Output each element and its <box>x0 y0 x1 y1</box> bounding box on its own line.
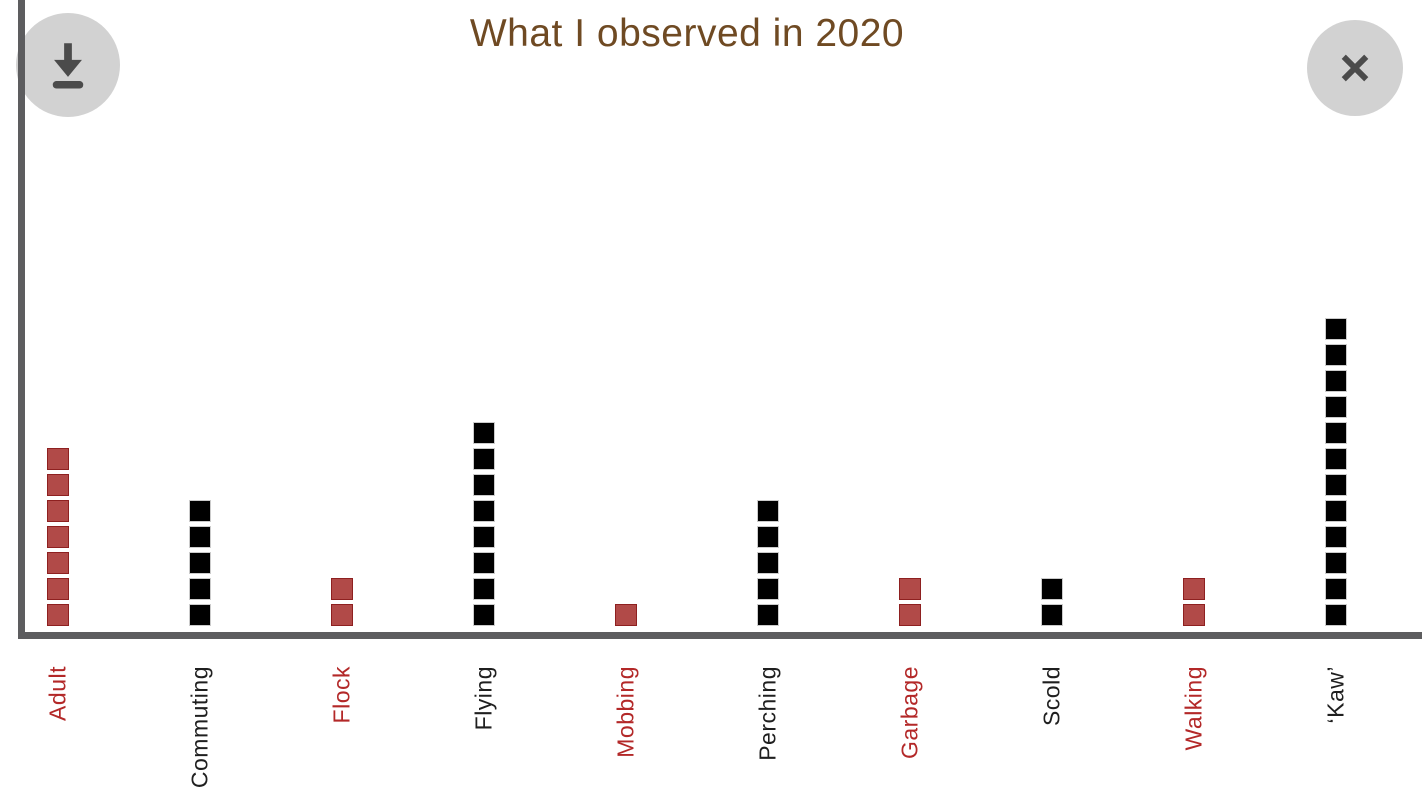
unit-square-perching <box>756 552 779 574</box>
download-icon <box>37 34 99 96</box>
unit-square-adult <box>46 526 69 548</box>
x-tick-label-scold: Scold <box>1038 666 1065 727</box>
chart-title: What I observed in 2020 <box>469 12 905 55</box>
y-axis-line <box>18 0 25 639</box>
unit-square-flying <box>472 604 495 626</box>
unit-square-perching <box>756 526 779 548</box>
unit-square-kaw <box>1325 552 1348 574</box>
unit-square-perching <box>756 578 779 600</box>
x-tick-label-kaw: ‘Kaw’ <box>1322 666 1349 724</box>
unit-square-flying <box>472 474 495 496</box>
x-tick-label-garbage: Garbage <box>896 666 923 760</box>
unit-square-flock <box>330 604 353 626</box>
x-tick-label-adult: Adult <box>44 666 70 721</box>
unit-square-flying <box>472 500 495 522</box>
download-button[interactable] <box>16 13 120 117</box>
unit-square-scold <box>1040 578 1063 600</box>
unit-square-flying <box>472 422 495 444</box>
unit-square-commuting <box>188 578 211 600</box>
unit-square-walking <box>1182 604 1205 626</box>
unit-column-flock <box>330 578 353 626</box>
unit-square-flying <box>472 578 495 600</box>
unit-square-kaw <box>1325 578 1348 600</box>
unit-square-kaw <box>1325 448 1348 470</box>
unit-square-adult <box>46 448 69 470</box>
x-tick-label-flying: Flying <box>470 666 497 731</box>
unit-square-flying <box>472 552 495 574</box>
unit-column-perching <box>756 500 779 626</box>
x-axis-line <box>18 632 1422 639</box>
unit-square-flying <box>472 448 495 470</box>
unit-square-flying <box>472 526 495 548</box>
x-tick-label-walking: Walking <box>1180 666 1207 751</box>
unit-square-kaw <box>1325 422 1348 444</box>
unit-square-kaw <box>1325 396 1348 418</box>
unit-square-garbage <box>898 578 921 600</box>
unit-square-kaw <box>1325 344 1348 366</box>
unit-column-scold <box>1040 578 1063 626</box>
x-tick-label-flock: Flock <box>328 666 355 724</box>
close-icon <box>1328 41 1382 95</box>
unit-square-kaw <box>1325 526 1348 548</box>
unit-column-commuting <box>188 500 211 626</box>
unit-square-adult <box>46 500 69 522</box>
unit-square-walking <box>1182 578 1205 600</box>
unit-square-adult <box>46 578 69 600</box>
unit-square-commuting <box>188 526 211 548</box>
close-button[interactable] <box>1307 20 1403 116</box>
unit-column-flying <box>472 422 495 626</box>
unit-square-commuting <box>188 500 211 522</box>
unit-square-commuting <box>188 604 211 626</box>
unit-square-adult <box>46 552 69 574</box>
unit-column-garbage <box>898 578 921 626</box>
unit-square-adult <box>46 604 69 626</box>
unit-square-kaw <box>1325 474 1348 496</box>
unit-square-kaw <box>1325 604 1348 626</box>
unit-square-adult <box>46 474 69 496</box>
unit-square-scold <box>1040 604 1063 626</box>
unit-square-perching <box>756 604 779 626</box>
unit-column-walking <box>1182 578 1205 626</box>
unit-column-adult <box>46 448 69 626</box>
unit-square-kaw <box>1325 370 1348 392</box>
unit-column-kaw <box>1325 318 1348 626</box>
unit-square-commuting <box>188 552 211 574</box>
x-tick-label-mobbing: Mobbing <box>612 666 639 758</box>
x-tick-label-perching: Perching <box>754 666 781 761</box>
unit-square-mobbing <box>614 604 637 626</box>
unit-square-flock <box>330 578 353 600</box>
unit-square-perching <box>756 500 779 522</box>
unit-square-garbage <box>898 604 921 626</box>
unit-square-kaw <box>1325 318 1348 340</box>
x-tick-label-commuting: Commuting <box>186 666 213 789</box>
unit-square-kaw <box>1325 500 1348 522</box>
unit-column-mobbing <box>614 604 637 626</box>
